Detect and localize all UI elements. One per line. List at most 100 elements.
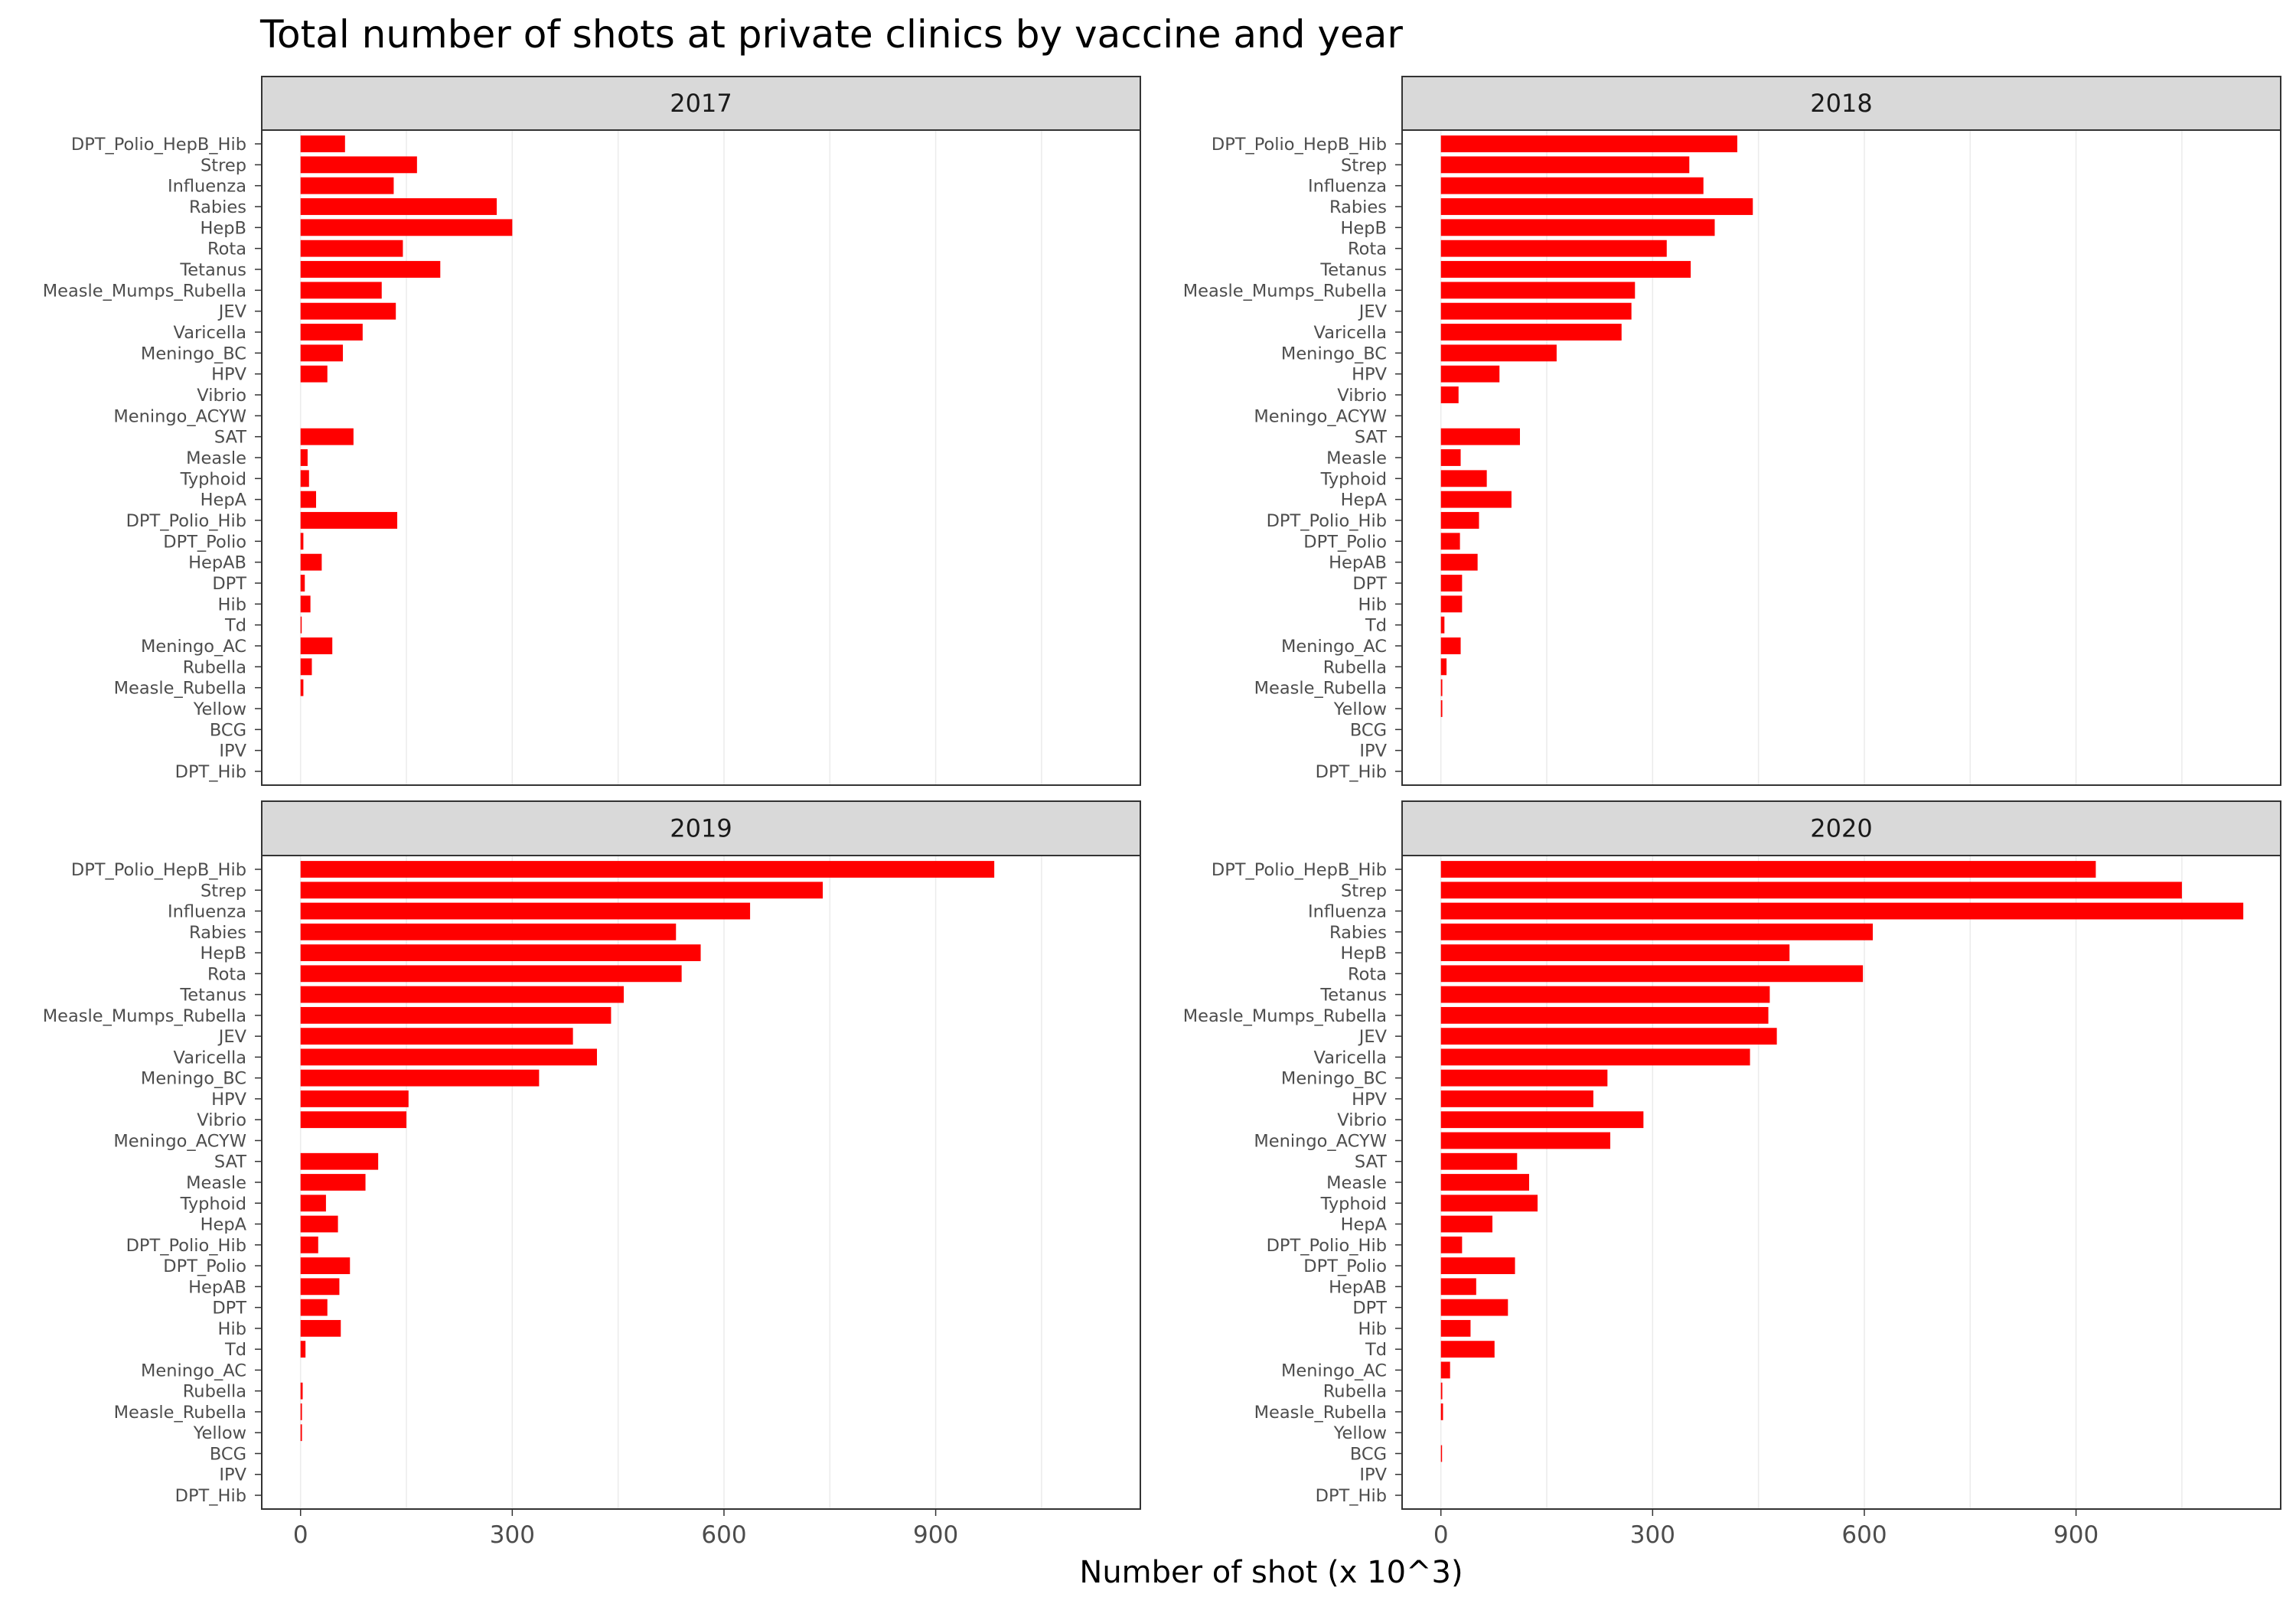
bar — [1440, 882, 2182, 899]
category-label: Rubella — [183, 1382, 246, 1402]
bar — [300, 1048, 597, 1066]
bar — [1440, 240, 1667, 257]
bar — [1440, 1006, 1769, 1024]
category-label: HepA — [1341, 491, 1388, 510]
facet-strip — [1401, 76, 2281, 131]
category-label: JEV — [1358, 302, 1388, 322]
facet-strip — [261, 800, 1141, 856]
bar — [1440, 1215, 1493, 1233]
category-label: DPT_Polio_Hib — [1267, 511, 1387, 531]
bar — [1440, 219, 1715, 236]
bar — [300, 177, 394, 194]
facet-strip-label: 2018 — [1810, 89, 1872, 118]
bar — [1440, 1361, 1450, 1379]
category-label: Yellow — [193, 1423, 246, 1443]
category-label: BCG — [1350, 720, 1387, 740]
bar — [300, 1236, 318, 1253]
category-label: HPV — [211, 365, 246, 385]
category-label: BCG — [210, 720, 246, 740]
category-label: Measle — [186, 1173, 246, 1193]
category-label: Measle_Mumps_Rubella — [43, 1006, 246, 1026]
category-label: Vibrio — [1337, 1110, 1387, 1130]
bar — [300, 902, 751, 920]
x-tick-label: 300 — [490, 1521, 535, 1549]
category-label: Meningo_BC — [141, 344, 246, 363]
bar — [300, 944, 701, 961]
category-label: Vibrio — [197, 1110, 246, 1130]
category-label: HepAB — [188, 553, 246, 573]
panel-background — [262, 130, 1140, 785]
bar — [300, 470, 309, 487]
bar — [1440, 861, 2096, 878]
category-label: Varicella — [174, 1048, 246, 1068]
bar — [1440, 553, 1478, 571]
bar — [300, 1257, 351, 1274]
bar — [1440, 261, 1691, 278]
category-label: Measle_Rubella — [114, 1403, 246, 1423]
bar — [1440, 1403, 1443, 1420]
category-label: Td — [224, 616, 246, 636]
bar — [1440, 595, 1463, 613]
bar — [300, 135, 345, 152]
category-label: Measle — [186, 448, 246, 468]
category-label: Strep — [201, 881, 246, 901]
category-label: HepB — [1341, 944, 1387, 963]
category-label: Yellow — [1333, 1423, 1387, 1443]
bar — [300, 512, 398, 529]
category-label: Typhoid — [1320, 1194, 1387, 1214]
bar — [1440, 1069, 1608, 1087]
category-label: SAT — [214, 428, 246, 448]
bar — [1440, 302, 1632, 320]
bar — [1440, 1257, 1515, 1274]
facet-panel-2020: 2020 DPT_Polio_HepB_HibStrepInfluenzaRabi… — [1183, 800, 2281, 1549]
bar — [300, 1195, 326, 1212]
x-tick-label: 600 — [1841, 1521, 1887, 1549]
category-label: DPT — [1352, 574, 1387, 594]
bar — [1440, 1319, 1471, 1337]
facet-panel-2017: 2017 DPT_Polio_HepB_HibStrepInfluenzaRabi… — [43, 76, 1141, 786]
bar — [300, 923, 677, 940]
bar — [1440, 156, 1690, 174]
bar — [300, 449, 308, 466]
x-tick-label: 0 — [1433, 1521, 1449, 1549]
bar — [1440, 533, 1460, 550]
category-label: IPV — [219, 742, 246, 761]
category-label: HepAB — [1329, 1277, 1387, 1297]
category-label: Measle_Mumps_Rubella — [1183, 281, 1387, 301]
bar — [300, 861, 995, 878]
bar — [300, 595, 311, 613]
category-label: JEV — [1358, 1027, 1388, 1047]
category-label: Tetanus — [179, 260, 246, 280]
category-label: Meningo_BC — [141, 1069, 246, 1089]
bar — [1440, 1111, 1644, 1129]
category-label: Td — [1365, 1340, 1387, 1360]
category-label: Influenza — [1308, 177, 1387, 197]
category-label: Tetanus — [179, 986, 246, 1006]
bar — [300, 428, 354, 445]
bar — [1440, 944, 1790, 961]
category-label: Hib — [218, 595, 246, 614]
category-label: Meningo_BC — [1281, 344, 1387, 363]
category-label: DPT_Hib — [1316, 762, 1387, 782]
bar — [1440, 1445, 1443, 1462]
bar — [1440, 1090, 1593, 1107]
bar — [300, 1299, 328, 1316]
facet-panel-2019: 2019 DPT_Polio_HepB_HibStrepInfluenzaRabi… — [43, 800, 1141, 1549]
category-label: HepB — [201, 944, 246, 963]
bar — [300, 882, 823, 899]
x-tick-label: 600 — [701, 1521, 746, 1549]
bar — [300, 1278, 340, 1296]
bar — [300, 1028, 573, 1045]
category-label: HPV — [1352, 365, 1387, 385]
category-label: BCG — [210, 1444, 246, 1464]
category-label: Rubella — [183, 657, 246, 677]
x-tick-label: 900 — [2053, 1521, 2099, 1549]
bar — [1440, 135, 1737, 152]
bar — [1440, 1299, 1508, 1316]
category-label: Meningo_ACYW — [113, 1131, 246, 1151]
bar — [1440, 1195, 1538, 1212]
bar — [1440, 470, 1487, 487]
bar — [300, 575, 305, 592]
bar — [1440, 1341, 1495, 1358]
category-label: Measle_Rubella — [1254, 679, 1387, 699]
